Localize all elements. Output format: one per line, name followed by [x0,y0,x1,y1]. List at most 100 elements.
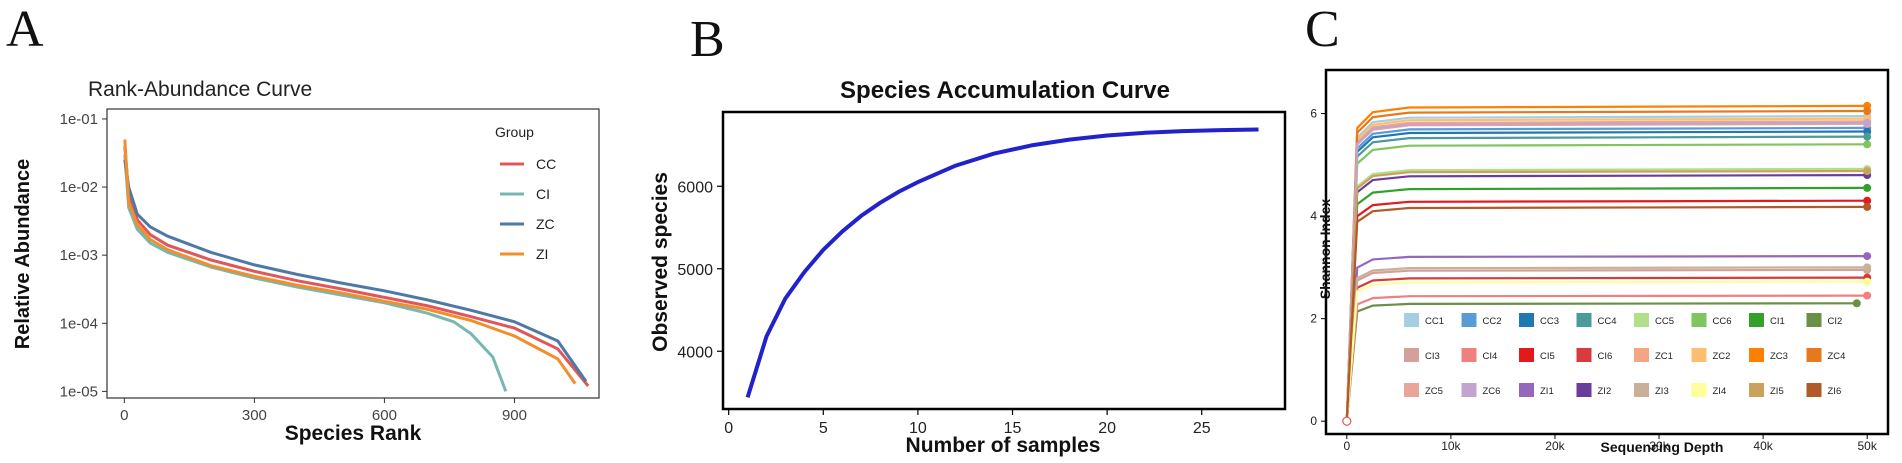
legend-swatch-zc6 [1461,383,1477,397]
y-tick-label: 4000 [677,344,713,361]
legend-label-cc6: CC6 [1713,316,1732,327]
chart-b-ylabel: Observed species [649,172,672,352]
shannon-line-zi5 [1345,169,1868,422]
chart-b-xlabel: Number of samples [906,434,1101,457]
legend-label-ci6: CI6 [1598,351,1613,362]
chart-b-series [745,127,1259,398]
endpoint-zc6 [1863,118,1872,127]
legend-swatch-zc1 [1634,348,1649,362]
legend-label-ci2: CI2 [1828,316,1843,327]
shannon-line-zc6 [1345,121,1868,422]
x-tick-label: 20 [1098,420,1116,437]
x-tick-label: 600 [372,407,397,424]
legend-label-ci4: CI4 [1483,351,1498,362]
shannon-line-zi6 [1345,205,1868,422]
x-tick-label: 5 [819,420,828,437]
panel-letter-b: B [690,11,725,68]
legend-label-zi4: ZI4 [1713,386,1727,397]
endpoint-ci2 [1852,299,1861,308]
legend-swatch-ci5 [1519,348,1534,362]
accumulation-curve [745,127,1259,398]
y-tick-label: 4 [1310,209,1317,223]
legend-label-cc1: CC1 [1425,316,1444,327]
y-tick-label: 1e-04 [60,315,98,332]
legend-swatch-cc2 [1461,313,1477,327]
endpoint-ci4 [1863,291,1872,300]
legend-swatch-zi1 [1519,383,1534,397]
legend-label-zi2: ZI2 [1598,386,1612,397]
legend-label-zc1: ZC1 [1655,351,1673,362]
legend-label-zi3: ZI3 [1655,386,1669,397]
legend-swatch-cc1 [1404,313,1419,327]
chart-c-legend: CC1 CC2 CC3 CC4 CC5 CC6 CI1 CI2 CI3 CI4 CI5 CI6 ZC1 Z… [1404,313,1845,397]
legend-swatch-zi5 [1749,383,1764,397]
legend-swatch-zi3 [1634,383,1649,397]
endpoint-zi5 [1863,166,1872,175]
legend-label-zc4: ZC4 [1828,351,1846,362]
legend-swatch-ci3 [1404,348,1419,362]
legend-label-ci5: CI5 [1540,351,1555,362]
x-tick-label: 300 [242,407,267,424]
chart-c-xlabel: Sequencing Depth [1601,439,1724,455]
legend-label-ci1: CI1 [1770,316,1785,327]
legend-swatch-zi2 [1576,383,1592,397]
y-tick-label: 5000 [677,262,713,279]
x-tick-label: 25 [1193,420,1211,437]
species-accumulation-panel: Species Accumulation Curve 0 5 10 15 20 25 400… [649,77,1287,457]
legend-label-zi1: ZI1 [1540,386,1554,397]
legend-label-cc5: CC5 [1655,316,1674,327]
x-tick-label: 50k [1858,439,1878,453]
endpoint-cc4 [1863,132,1872,141]
chart-a-series [123,139,590,392]
legend-label-cc3: CC3 [1540,316,1559,327]
legend-label-ci3: CI3 [1425,351,1440,362]
y-tick-label: 1e-01 [60,111,98,128]
legend-swatch-cc5 [1634,313,1649,327]
chart-a-ticks: 0 300 600 900 1e-05 1e-04 1e-03 1e-02 1e-01 [60,111,527,424]
legend-swatch-ci6 [1576,348,1592,362]
chart-b-title: Species Accumulation Curve [840,77,1170,104]
series-line-ci [123,154,508,392]
x-tick-label: 0 [1343,439,1350,453]
legend-swatch-ci4 [1461,348,1477,362]
y-tick-label: 0 [1310,414,1317,428]
x-tick-label: 30k [1649,439,1669,453]
legend-swatch-cc6 [1691,313,1707,327]
legend-label-zi5: ZI5 [1770,386,1784,397]
chart-b-plot-area [721,110,1287,411]
panel-letter-c: C [1305,1,1340,58]
y-tick-label: 1e-03 [60,247,98,264]
legend-label-cc4: CC4 [1598,316,1617,327]
y-tick-label: 1e-05 [60,383,98,400]
endpoint-zi1 [1863,252,1872,261]
legend-label-zc6: ZC6 [1483,386,1501,397]
endpoint-ci1 [1863,183,1872,192]
y-tick-label: 2 [1310,312,1317,326]
chart-c-ticks: 0 10k 20k 30k 40k 50k 0 2 4 6 [1310,107,1878,453]
shannon-line-zi4 [1345,280,1868,422]
legend-label-zi: ZI [536,246,548,262]
series-line-zc [123,159,588,383]
chart-a-legend: Group CC CI ZC ZI [495,124,556,262]
endpoint-ci5 [1863,196,1872,205]
legend-label-zi6: ZI6 [1828,386,1842,397]
endpoint-zi6 [1863,202,1872,211]
legend-swatch-zc3 [1749,348,1764,362]
chart-a-xlabel: Species Rank [285,422,422,445]
legend-swatch-zc2 [1691,348,1707,362]
legend-swatch-zi4 [1691,383,1707,397]
legend-label-zc3: ZC3 [1770,351,1788,362]
endpoint-zi3 [1863,263,1872,272]
x-tick-label: 10k [1441,439,1461,453]
x-tick-label: 40k [1753,439,1773,453]
series-line-cc [123,145,590,387]
y-tick-label: 1e-02 [60,179,98,196]
panel-letter-a: A [6,1,44,58]
legend-swatch-zc5 [1404,383,1419,397]
x-tick-label: 20k [1545,439,1565,453]
x-tick-label: 0 [724,420,733,437]
x-tick-label: 900 [502,407,527,424]
legend-label-zc5: ZC5 [1425,386,1443,397]
